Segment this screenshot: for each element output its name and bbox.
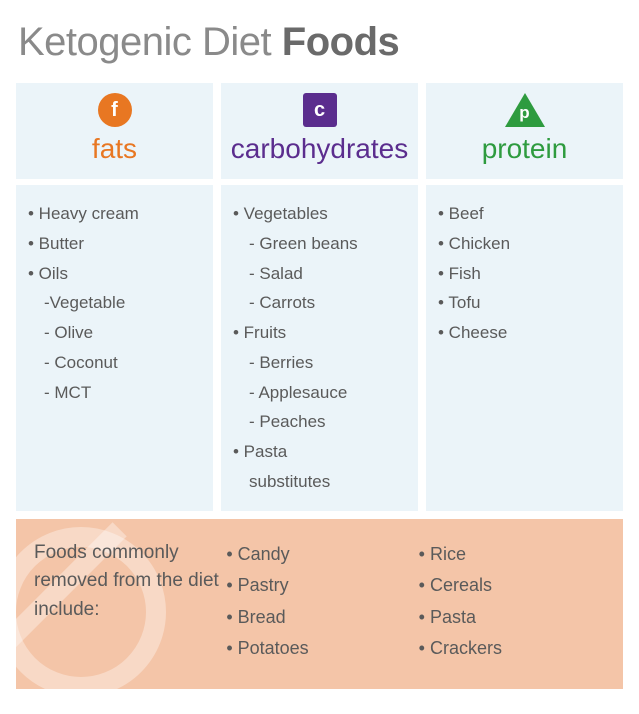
removed-col-2: • Rice• Cereals• Pasta• Crackers bbox=[419, 539, 611, 665]
page-title: Ketogenic Diet Foods bbox=[18, 20, 627, 65]
list-item: • Fruits bbox=[233, 318, 406, 348]
column-title-carbohydrates: carbohydrates bbox=[221, 133, 418, 165]
column-body-carbohydrates: • Vegetables- Green beans- Salad- Carrot… bbox=[221, 185, 418, 511]
columns-container: f fats • Heavy cream• Butter• Oils-Vegetab… bbox=[12, 83, 627, 511]
column-body-fats: • Heavy cream• Butter• Oils-Vegetable- O… bbox=[16, 185, 213, 511]
column-fats: f fats • Heavy cream• Butter• Oils-Vegetab… bbox=[16, 83, 213, 511]
list-item: - Olive bbox=[28, 318, 201, 348]
list-item: - Applesauce bbox=[233, 378, 406, 408]
column-protein: p protein • Beef• Chicken• Fish• Tofu• Che… bbox=[426, 83, 623, 511]
list-item: • Chicken bbox=[438, 229, 611, 259]
list-item: • Potatoes bbox=[226, 633, 418, 665]
list-item: substitutes bbox=[233, 467, 406, 497]
column-body-protein: • Beef• Chicken• Fish• Tofu• Cheese bbox=[426, 185, 623, 511]
list-item: • Beef bbox=[438, 199, 611, 229]
list-item: • Heavy cream bbox=[28, 199, 201, 229]
list-item: • Pasta bbox=[233, 437, 406, 467]
list-item: -Vegetable bbox=[28, 288, 201, 318]
protein-icon: p bbox=[426, 93, 623, 127]
list-item: • Pasta bbox=[419, 602, 611, 634]
list-item: - Salad bbox=[233, 259, 406, 289]
list-item: - Green beans bbox=[233, 229, 406, 259]
list-item: - Berries bbox=[233, 348, 406, 378]
list-item: • Vegetables bbox=[233, 199, 406, 229]
list-item: • Oils bbox=[28, 259, 201, 289]
title-bold: Foods bbox=[282, 20, 399, 64]
column-title-fats: fats bbox=[16, 133, 213, 165]
list-item: • Fish bbox=[438, 259, 611, 289]
list-item: - MCT bbox=[28, 378, 201, 408]
list-item: • Cheese bbox=[438, 318, 611, 348]
list-item: - Carrots bbox=[233, 288, 406, 318]
column-header-fats: f fats bbox=[16, 83, 213, 179]
column-title-protein: protein bbox=[426, 133, 623, 165]
list-item: • Crackers bbox=[419, 633, 611, 665]
column-header-carbohydrates: c carbohydrates bbox=[221, 83, 418, 179]
list-item: • Butter bbox=[28, 229, 201, 259]
list-item: • Candy bbox=[226, 539, 418, 571]
list-item: • Rice bbox=[419, 539, 611, 571]
removed-section: Foods commonly removed from the diet inc… bbox=[16, 519, 623, 689]
column-header-protein: p protein bbox=[426, 83, 623, 179]
fats-icon: f bbox=[16, 93, 213, 127]
removed-col-1: • Candy• Pastry• Bread• Potatoes bbox=[226, 539, 418, 665]
list-item: - Peaches bbox=[233, 407, 406, 437]
removed-label: Foods commonly removed from the diet inc… bbox=[28, 539, 226, 665]
list-item: • Pastry bbox=[226, 570, 418, 602]
carbohydrates-icon: c bbox=[221, 93, 418, 127]
list-item: • Bread bbox=[226, 602, 418, 634]
list-item: • Cereals bbox=[419, 570, 611, 602]
list-item: - Coconut bbox=[28, 348, 201, 378]
list-item: • Tofu bbox=[438, 288, 611, 318]
title-light: Ketogenic Diet bbox=[18, 20, 282, 64]
column-carbohydrates: ccarbohydrates• Vegetables- Green beans-… bbox=[221, 83, 418, 511]
